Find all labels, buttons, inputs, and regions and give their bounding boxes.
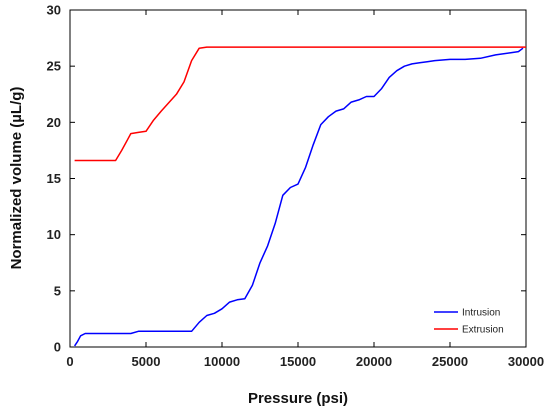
y-axis-title: Normalized volume (µL/g) [8,87,25,270]
x-tick-label: 30000 [508,354,544,369]
x-tick-label: 10000 [204,354,240,369]
y-tick-label: 5 [54,283,61,298]
x-tick-label: 25000 [432,354,468,369]
y-axis-ticks: 0 5 10 15 20 25 30 [47,3,526,355]
legend: Intrusion Extrusion [434,308,504,336]
series-layer [73,46,526,347]
x-axis-title: Pressure (psi) [248,390,348,407]
y-tick-label: 25 [47,59,61,74]
x-tick-label: 0 [66,354,73,369]
legend-label-extrusion: Extrusion [462,325,504,336]
plot-frame [69,9,527,348]
legend-label-intrusion: Intrusion [462,308,500,319]
y-tick-label: 20 [47,115,61,130]
y-tick-label: 30 [47,3,61,18]
series-line-extrusion [74,46,526,162]
series-line-intrusion [73,47,524,347]
x-tick-label: 5000 [132,354,161,369]
x-axis-ticks: 0 5000 10000 15000 20000 25000 30000 [66,10,544,369]
x-tick-label: 20000 [356,354,392,369]
y-tick-label: 10 [47,227,61,242]
y-tick-label: 15 [47,171,61,186]
y-tick-label: 0 [54,340,61,355]
x-tick-label: 15000 [280,354,316,369]
